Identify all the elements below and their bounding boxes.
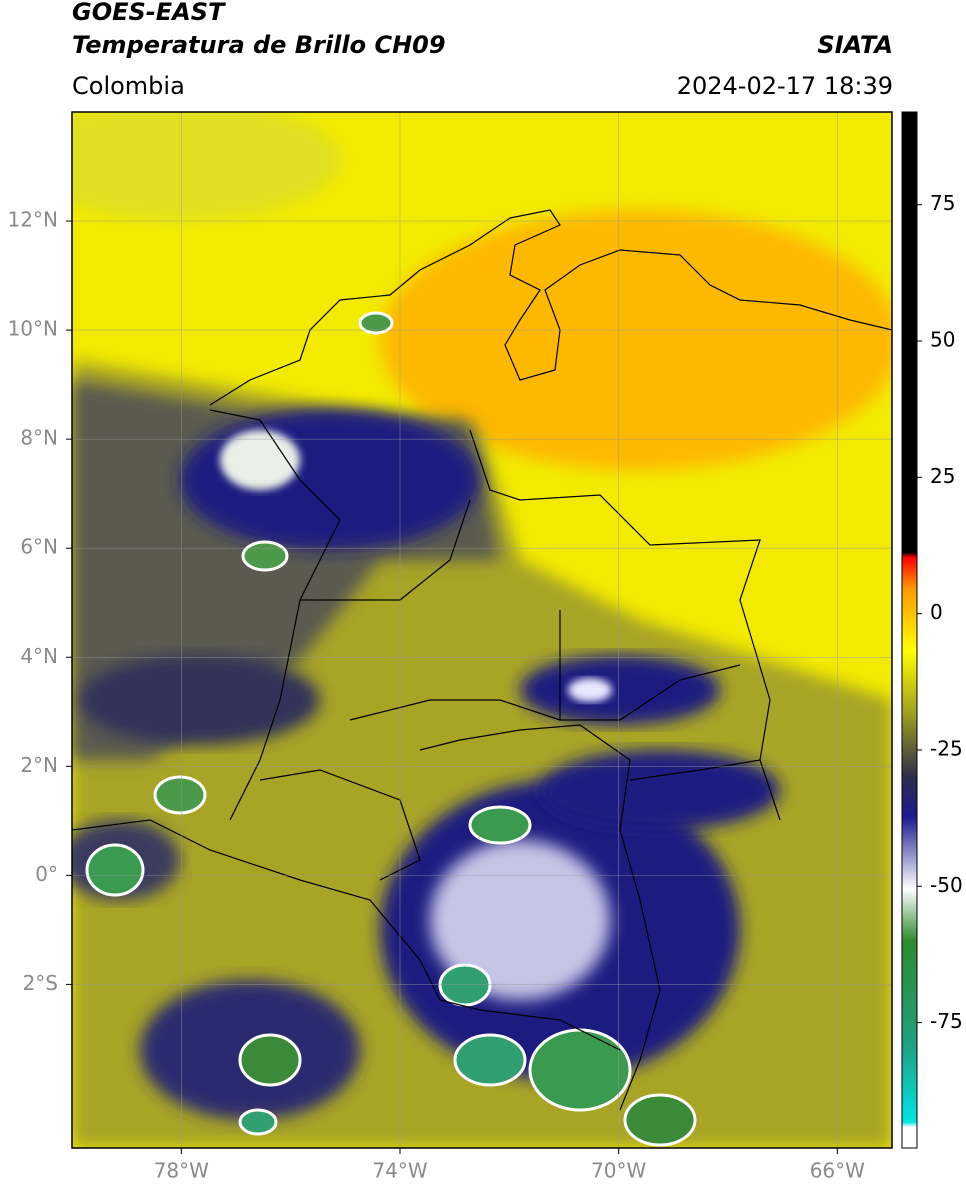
source: SIATA <box>817 31 893 59</box>
colorbar-tick-label: -75 <box>930 1009 963 1033</box>
y-tick-label: 6°N <box>20 535 58 559</box>
colorbar-tick-label: -50 <box>930 873 963 897</box>
map-frame <box>71 111 893 1149</box>
colorbar-tick-label: 50 <box>930 328 955 352</box>
colorbar <box>901 111 918 1149</box>
y-tick-label: 0° <box>35 862 58 886</box>
colorbar-tick-label: 0 <box>930 600 943 624</box>
region: Colombia <box>72 72 185 100</box>
y-tick-label: 10°N <box>8 317 58 341</box>
title: GOES-EAST <box>72 0 226 26</box>
satellite-image <box>72 112 892 1148</box>
colorbar-tick-label: 25 <box>930 464 955 488</box>
subtitle: Temperatura de Brillo CH09 <box>72 31 446 59</box>
x-tick-label: 78°W <box>154 1159 209 1183</box>
y-tick-label: 4°N <box>20 644 58 668</box>
x-tick-label: 66°W <box>810 1159 865 1183</box>
y-tick-label: 2°N <box>20 753 58 777</box>
datetime: 2024-02-17 18:39 <box>677 72 893 100</box>
colorbar-tick-label: 75 <box>930 191 955 215</box>
colorbar-tick-label: -25 <box>930 736 963 760</box>
y-tick-label: 2°S <box>23 971 58 995</box>
y-tick-label: 12°N <box>8 208 58 232</box>
y-tick-label: 8°N <box>20 426 58 450</box>
x-tick-label: 74°W <box>372 1159 427 1183</box>
x-tick-label: 70°W <box>591 1159 646 1183</box>
